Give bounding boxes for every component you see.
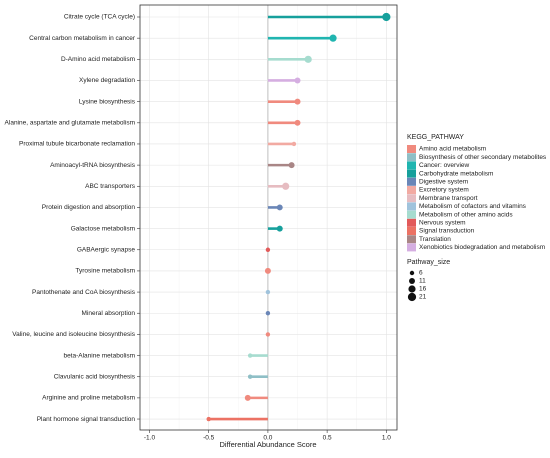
legend-swatch bbox=[407, 194, 416, 203]
point bbox=[329, 34, 337, 42]
y-tick-label: D-Amino acid metabolism bbox=[61, 56, 135, 63]
x-tick-label: 1.0 bbox=[382, 435, 391, 442]
legend-swatch bbox=[407, 218, 416, 227]
legend-swatch bbox=[407, 186, 416, 194]
point bbox=[247, 353, 253, 358]
point bbox=[244, 394, 251, 401]
legend-swatch bbox=[407, 177, 416, 186]
point bbox=[265, 311, 271, 316]
y-tick-label: beta-Alanine metabolism bbox=[63, 352, 135, 359]
point bbox=[294, 98, 301, 105]
point bbox=[282, 182, 290, 190]
x-tick-label: -1.0 bbox=[144, 435, 156, 442]
y-tick-label: ABC transporters bbox=[85, 183, 136, 190]
x-tick-label: 0.5 bbox=[323, 435, 332, 442]
point bbox=[265, 332, 271, 337]
legend-swatch bbox=[407, 210, 416, 219]
x-tick-label: -0.5 bbox=[203, 435, 215, 442]
y-tick-label: GABAergic synapse bbox=[77, 246, 136, 253]
legend-swatch bbox=[407, 243, 416, 252]
legend-swatch bbox=[407, 153, 416, 162]
point bbox=[294, 77, 301, 84]
legend-label: Excretory system bbox=[419, 187, 469, 194]
y-tick-label: Clavulanic acid biosynthesis bbox=[54, 373, 136, 380]
legend-label: Digestive system bbox=[419, 179, 468, 186]
legend-swatch bbox=[407, 235, 416, 244]
point bbox=[288, 162, 295, 169]
y-tick-label: Galactose metabolism bbox=[71, 225, 135, 232]
legend-label: Cancer: overview bbox=[419, 162, 470, 169]
y-tick-label: Protein digestion and absorption bbox=[42, 204, 136, 211]
legend-label: Carbohydrate metabolism bbox=[419, 170, 493, 177]
point bbox=[291, 141, 297, 147]
y-tick-label: Valine, leucine and isoleucine biosynthe… bbox=[12, 331, 135, 338]
size-legend-label: 16 bbox=[419, 286, 427, 293]
size-legend-label: 6 bbox=[419, 270, 423, 277]
y-tick-label: Tyrosine metabolism bbox=[75, 268, 135, 275]
point bbox=[265, 289, 271, 295]
legend-swatch bbox=[407, 169, 416, 178]
legend-label: Signal transduction bbox=[419, 228, 475, 235]
legend-label: Metabolism of cofactors and vitamins bbox=[419, 203, 527, 210]
point bbox=[247, 374, 253, 379]
y-tick-label: Citrate cycle (TCA cycle) bbox=[64, 14, 135, 21]
legend-title: KEGG_PATHWAY bbox=[407, 134, 464, 141]
y-tick-label: Arginine and proline metabolism bbox=[42, 395, 135, 402]
point bbox=[206, 416, 211, 422]
y-tick-label: Central carbon metabolism in cancer bbox=[29, 35, 136, 42]
legend-swatch bbox=[407, 145, 416, 153]
legend-swatch bbox=[407, 227, 416, 235]
size-legend-dot bbox=[407, 292, 417, 302]
size-legend-label: 11 bbox=[419, 278, 426, 285]
point bbox=[294, 119, 301, 126]
y-tick-label: Lysine biosynthesis bbox=[79, 98, 136, 105]
plot-area bbox=[140, 5, 397, 430]
point bbox=[264, 267, 271, 274]
point bbox=[276, 204, 283, 211]
plot-border bbox=[139, 4, 398, 431]
legend-swatch bbox=[407, 202, 416, 211]
y-tick-label: Alanine, aspartate and glutamate metabol… bbox=[5, 120, 135, 127]
y-tick-label: Mineral absorption bbox=[82, 310, 136, 317]
point bbox=[382, 12, 391, 22]
size-legend-dot bbox=[408, 285, 416, 293]
legend-label: Translation bbox=[419, 236, 451, 243]
point bbox=[276, 225, 283, 232]
y-tick-label: Aminoacyl-tRNA biosynthesis bbox=[50, 162, 136, 169]
legend-label: Biosynthesis of other secondary metaboli… bbox=[419, 154, 547, 161]
x-axis-label: Differential Abundance Score bbox=[219, 440, 316, 449]
point bbox=[304, 55, 312, 63]
size-legend-dot bbox=[409, 278, 415, 284]
legend-label: Amino acid metabolism bbox=[419, 146, 486, 153]
y-tick-label: Plant hormone signal transduction bbox=[37, 416, 136, 423]
legend-label: Metabolism of other amino acids bbox=[419, 211, 513, 218]
x-tick-label: 0.0 bbox=[263, 435, 272, 442]
size-legend-dot bbox=[409, 270, 415, 276]
legend-label: Nervous system bbox=[419, 220, 466, 227]
size-legend-label: 21 bbox=[419, 294, 427, 301]
size-legend-title: Pathway_size bbox=[407, 259, 450, 266]
y-tick-label: Xylene degradation bbox=[79, 77, 135, 84]
legend-label: Xenobiotics biodegradation and metabolis… bbox=[419, 244, 545, 251]
legend-label: Membrane transport bbox=[419, 195, 478, 202]
legend-swatch bbox=[407, 161, 416, 170]
y-tick-label: Pantothenate and CoA biosynthesis bbox=[32, 289, 136, 296]
y-tick-label: Proximal tubule bicarbonate reclamation bbox=[19, 141, 135, 148]
point bbox=[265, 247, 271, 252]
